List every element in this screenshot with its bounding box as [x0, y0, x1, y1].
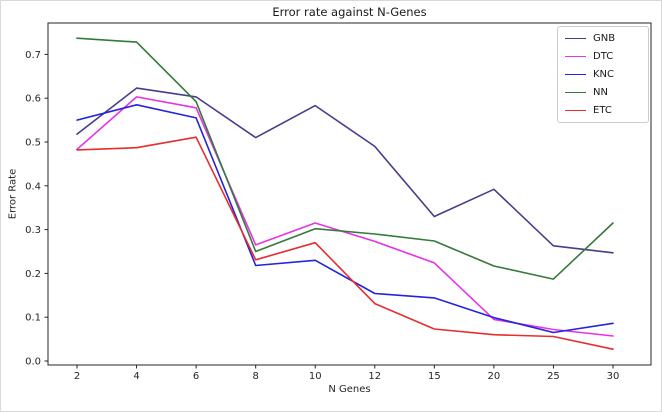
- series-line-GNB: [76, 87, 614, 254]
- y-tick-label: 0.3: [25, 225, 41, 236]
- x-tick-label: 4: [133, 371, 139, 382]
- x-tick-label: 20: [488, 371, 501, 382]
- x-axis-label: N Genes: [328, 384, 371, 395]
- chart-title: Error rate against N-Genes: [272, 5, 427, 19]
- x-tick-label: 12: [368, 371, 381, 382]
- x-tick-label: 25: [547, 371, 560, 382]
- y-tick-label: 0.7: [25, 50, 41, 61]
- legend-label: KNC: [593, 68, 615, 80]
- legend-item-DTC: DTC: [565, 51, 641, 62]
- legend-label: DTC: [593, 51, 614, 63]
- legend-line-swatch: [565, 38, 586, 40]
- legend-item-KNC: KNC: [565, 69, 641, 80]
- y-tick-label: 0.4: [25, 181, 41, 192]
- legend-line-swatch: [565, 56, 586, 58]
- legend-line-swatch: [565, 91, 586, 93]
- x-tick-label: 8: [252, 371, 258, 382]
- x-tick-label: 15: [428, 371, 441, 382]
- y-tick-label: 0.5: [25, 138, 41, 149]
- series-line-NN: [76, 37, 614, 280]
- y-tick-label: 0.1: [25, 313, 41, 324]
- plot-border: [47, 22, 652, 366]
- x-tick-label: 30: [607, 371, 620, 382]
- series-line-KNC: [76, 104, 614, 334]
- legend-label: ETC: [593, 104, 612, 116]
- legend-label: NN: [593, 86, 608, 98]
- legend-item-ETC: ETC: [565, 105, 641, 116]
- series-line-ETC: [76, 136, 614, 351]
- series-line-DTC: [76, 96, 614, 337]
- legend-label: GNB: [593, 33, 616, 45]
- x-tick-label: 6: [193, 371, 199, 382]
- y-tick-label: 0.2: [25, 269, 41, 280]
- y-tick-label: 0.6: [25, 94, 41, 105]
- y-tick-label: 0.0: [25, 357, 41, 368]
- legend-item-GNB: GNB: [565, 33, 641, 44]
- legend-item-NN: NN: [565, 87, 641, 98]
- y-axis-label: Error Rate: [7, 168, 19, 220]
- x-tick-label: 10: [309, 371, 322, 382]
- legend: GNB DTC KNC NN ETC: [557, 26, 649, 123]
- x-tick-label: 2: [74, 371, 80, 382]
- legend-line-swatch: [565, 109, 586, 111]
- legend-line-swatch: [565, 73, 586, 75]
